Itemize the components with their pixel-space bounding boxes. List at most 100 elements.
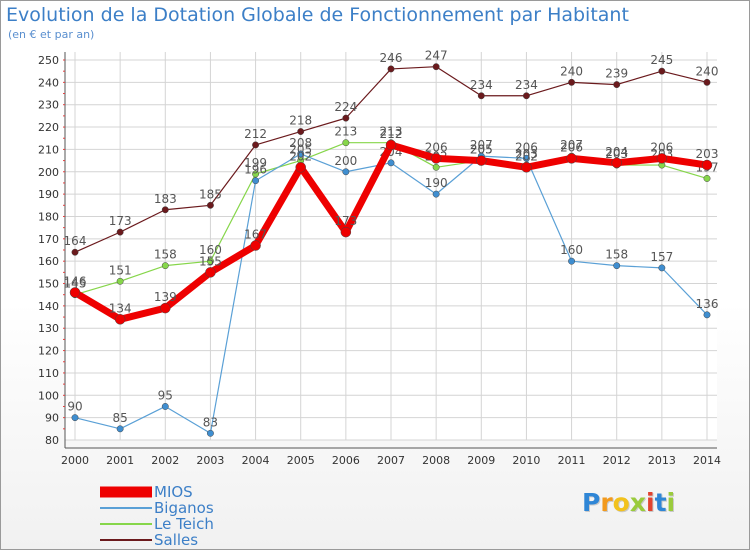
data-point	[161, 262, 169, 270]
data-label: 158	[154, 248, 177, 262]
x-tick-label: 2000	[61, 454, 89, 467]
data-point	[476, 155, 487, 166]
x-tick-label: 2009	[467, 454, 495, 467]
logo-letter: x	[629, 488, 646, 517]
legend-swatch	[100, 500, 152, 516]
data-point	[658, 264, 666, 272]
legend-swatch	[100, 484, 152, 500]
data-label: 245	[650, 53, 673, 67]
data-point	[432, 163, 440, 171]
data-label: 240	[696, 64, 719, 78]
legend-label: Biganos	[154, 499, 214, 517]
data-point	[250, 240, 261, 251]
x-tick-label: 2002	[151, 454, 179, 467]
x-tick-label: 2014	[693, 454, 721, 467]
data-label: 185	[199, 187, 222, 201]
x-tick-label: 2004	[242, 454, 270, 467]
data-label: 208	[289, 136, 312, 150]
legend-label: MIOS	[154, 483, 193, 501]
data-label: 202	[515, 149, 538, 163]
data-label: 160	[199, 243, 222, 257]
x-tick-label: 2003	[196, 454, 224, 467]
data-label: 83	[203, 415, 218, 429]
data-point	[206, 429, 214, 437]
data-point	[116, 425, 124, 433]
data-label: 167	[244, 228, 267, 242]
data-label: 204	[605, 145, 628, 159]
legend-label: Le Teich	[154, 515, 214, 533]
data-label: 196	[244, 163, 267, 177]
legend-item: MIOS	[100, 483, 300, 501]
data-point	[613, 81, 621, 89]
data-label: 200	[334, 154, 357, 168]
data-label: 158	[605, 248, 628, 262]
data-label: 203	[605, 147, 628, 161]
proxiti-logo: Proxiti	[582, 488, 675, 517]
legend-item: Salles	[100, 531, 300, 549]
logo-letter: t	[654, 488, 667, 517]
data-point	[71, 248, 79, 256]
y-tick-label: 220	[38, 121, 59, 134]
x-tick-label: 2012	[603, 454, 631, 467]
data-label: 218	[289, 114, 312, 128]
data-point	[568, 257, 576, 265]
data-point	[71, 414, 79, 422]
data-label: 205	[470, 143, 493, 157]
data-label: 95	[158, 388, 173, 402]
data-label: 212	[380, 127, 403, 141]
x-tick-label: 2007	[377, 454, 405, 467]
data-label: 155	[199, 254, 222, 268]
y-tick-label: 200	[38, 166, 59, 179]
data-point	[568, 78, 576, 86]
data-point	[521, 162, 532, 173]
data-point	[116, 277, 124, 285]
data-label: 203	[696, 147, 719, 161]
data-label: 246	[380, 51, 403, 65]
data-point	[430, 153, 442, 164]
x-tick-label: 2005	[287, 454, 315, 467]
data-point	[432, 190, 440, 198]
data-label: 206	[560, 140, 583, 154]
data-label: 160	[560, 243, 583, 257]
chart-title: Evolution de la Dotation Globale de Fonc…	[6, 4, 629, 26]
data-point	[387, 159, 395, 167]
y-tick-label: 160	[38, 255, 59, 268]
y-tick-label: 250	[38, 54, 59, 67]
data-point	[161, 206, 169, 214]
y-tick-label: 130	[38, 322, 59, 335]
data-point	[477, 92, 485, 100]
data-point	[701, 159, 713, 171]
data-point	[656, 153, 668, 164]
y-tick-label: 180	[38, 210, 59, 223]
data-point	[703, 175, 711, 182]
y-tick-label: 100	[38, 389, 59, 402]
x-tick-label: 2011	[558, 454, 586, 467]
data-point	[116, 228, 124, 236]
data-point	[114, 314, 126, 325]
data-point	[522, 154, 530, 162]
y-tick-label: 170	[38, 233, 59, 246]
data-label: 199	[244, 156, 267, 170]
data-label: 90	[67, 400, 82, 414]
data-label: 134	[109, 301, 132, 315]
data-point	[340, 226, 352, 238]
data-point	[703, 311, 711, 319]
data-label: 202	[289, 149, 312, 163]
legend-swatch	[100, 532, 152, 548]
chart-subtitle: (en € et par an)	[8, 28, 95, 41]
logo-letter: P	[582, 488, 601, 517]
data-point	[252, 177, 260, 185]
data-label: 173	[334, 214, 357, 228]
data-point	[297, 150, 305, 158]
data-label: 183	[154, 192, 177, 206]
data-label: 207	[470, 138, 493, 152]
data-label: 206	[425, 140, 448, 154]
legend-label: Salles	[154, 531, 199, 549]
data-label: 234	[515, 78, 538, 92]
logo-letter: r	[600, 488, 613, 517]
data-point	[342, 168, 350, 176]
data-point	[297, 128, 305, 135]
data-label: 157	[650, 250, 673, 264]
data-label: 206	[515, 140, 538, 154]
